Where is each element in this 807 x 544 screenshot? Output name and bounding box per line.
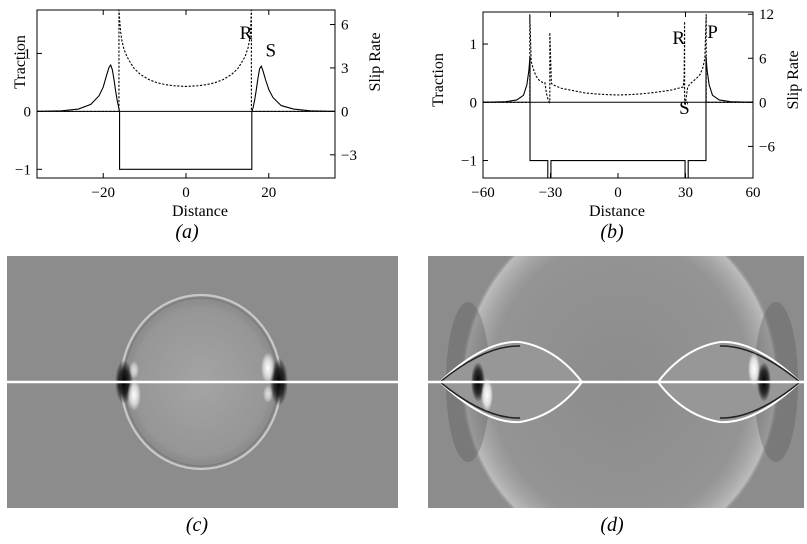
y-tick-label-right: 0 <box>341 104 349 120</box>
x-tick-label: 20 <box>261 185 276 201</box>
y-tick-label-left: 0 <box>24 104 32 120</box>
y-tick-label-left: 1 <box>24 46 32 62</box>
y-axis-label-left: Traction <box>12 35 29 89</box>
x-tick-label: −30 <box>539 185 562 201</box>
left-mach-cone-edge <box>439 345 521 419</box>
annotation-label: S <box>266 40 277 61</box>
series-group <box>36 9 336 170</box>
x-tick-label: −60 <box>471 185 494 201</box>
left-bright-lobe <box>481 378 493 412</box>
y-axis-label-right: Slip Rate <box>785 50 802 109</box>
y-tick-label-left: 1 <box>470 37 478 53</box>
y-tick-label-right: −6 <box>759 139 775 155</box>
field-image-d <box>428 256 804 508</box>
x-axis-label: Distance <box>172 203 228 220</box>
chart-a: −20 0 20 −1 0 1 −3 0 3 6 RS Distance Traction Slip… <box>12 9 384 243</box>
x-axis-label: Distance <box>589 203 645 220</box>
left-bright-lobe-upper <box>129 361 139 379</box>
y-axis-label-left: Traction <box>430 53 447 107</box>
x-tick-label: 0 <box>182 185 190 201</box>
y-tick-label-right: 0 <box>759 95 767 111</box>
tick-labels: −20 0 20 −1 0 1 −3 0 3 6 RS <box>15 17 357 201</box>
right-bright-lobe <box>748 352 760 386</box>
annotation-label: R <box>240 23 253 44</box>
annotation-label: R <box>672 28 685 49</box>
y-tick-label-left: −1 <box>15 162 31 178</box>
plot-frame <box>36 9 336 179</box>
x-tick-label: 0 <box>614 185 622 201</box>
field-image-c <box>7 256 398 508</box>
y-tick-label-left: 0 <box>470 95 478 111</box>
chart-caption: (a) <box>175 221 199 243</box>
plot-frame-rect <box>36 9 336 179</box>
y-tick-label-right: 12 <box>759 7 774 23</box>
x-tick-label: 60 <box>746 185 761 201</box>
chart-caption: (b) <box>600 221 624 243</box>
panel-caption: (d) <box>600 514 624 536</box>
y-tick-label-right: 6 <box>341 17 349 33</box>
right-mach-cone-edge <box>719 345 801 419</box>
traction-line <box>482 56 754 179</box>
x-tick-label: 30 <box>678 185 693 201</box>
panel-caption: (c) <box>186 514 209 536</box>
right-bright-lobe-lower <box>263 385 273 403</box>
y-tick-label-left: −1 <box>461 154 477 170</box>
left-bright-lobe <box>127 379 141 411</box>
slip-rate-line <box>483 14 753 107</box>
y-tick-label-right: 3 <box>341 61 349 77</box>
y-tick-label-right: −3 <box>341 148 357 164</box>
y-axis-label-right: Slip Rate <box>367 32 384 91</box>
annotation-label: S <box>679 98 690 119</box>
series-group <box>482 14 754 179</box>
annotation-label: P <box>707 22 718 43</box>
right-bright-lobe <box>261 352 275 384</box>
traction-line <box>36 63 336 170</box>
slip-rate-line <box>37 9 335 112</box>
y-tick-label-right: 6 <box>759 51 767 67</box>
x-tick-label: −20 <box>91 185 114 201</box>
